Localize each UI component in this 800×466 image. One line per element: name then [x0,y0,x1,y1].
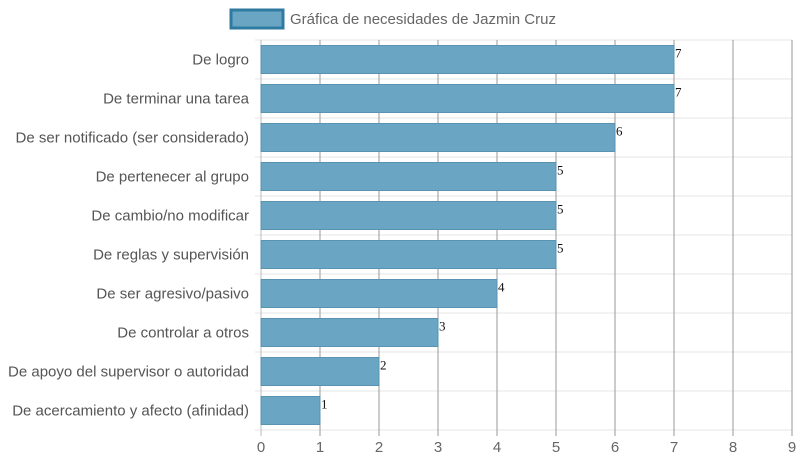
x-tick-label: 1 [316,439,324,456]
x-tick-label: 7 [670,439,678,456]
category-label: De reglas y supervisión [93,247,249,264]
bar[interactable] [260,123,616,152]
data-label: 3 [439,319,446,334]
legend-swatch[interactable] [229,8,285,30]
category-label: De acercamiento y afecto (afinidad) [12,403,249,420]
data-label: 1 [321,397,328,412]
bar[interactable] [260,84,675,113]
x-tick-label: 9 [788,439,796,456]
legend-label[interactable]: Gráfica de necesidades de Jazmin Cruz [290,11,556,28]
category-label: De cambio/no modificar [91,208,249,225]
category-label: De ser notificado (ser considerado) [16,130,249,147]
bars [260,45,675,425]
data-label: 4 [498,280,505,295]
data-label: 5 [557,163,564,178]
bar[interactable] [260,318,439,347]
category-label: De ser agresivo/pasivo [96,286,249,303]
data-label: 7 [675,85,682,100]
data-label: 5 [557,241,564,256]
x-tick-label: 8 [729,439,737,456]
category-label: De terminar una tarea [103,91,250,108]
bar[interactable] [260,201,557,230]
bar[interactable] [260,240,557,269]
x-tick-label: 4 [493,439,501,456]
x-tick-label: 2 [375,439,383,456]
data-label: 6 [616,124,623,139]
x-tick-label: 6 [611,439,619,456]
bar[interactable] [260,396,321,425]
x-tick-label: 5 [552,439,560,456]
legend[interactable]: Gráfica de necesidades de Jazmin Cruz [229,8,556,30]
category-label: De pertenecer al grupo [96,169,249,186]
bar[interactable] [260,162,557,191]
x-tick-label: 3 [434,439,442,456]
bar[interactable] [260,357,380,386]
labels: 0 1 2 3 4 5 6 7 8 9 De logro 7 De terminar una tarea… [8,46,796,457]
data-label: 7 [675,46,682,61]
category-label: De controlar a otros [117,325,249,342]
data-label: 5 [557,202,564,217]
category-label: De logro [192,52,249,69]
category-label: De apoyo del supervisor o autoridad [8,364,249,381]
bar[interactable] [260,45,675,74]
x-tick-label: 0 [257,439,265,456]
bar[interactable] [260,279,498,308]
data-label: 2 [380,358,387,373]
